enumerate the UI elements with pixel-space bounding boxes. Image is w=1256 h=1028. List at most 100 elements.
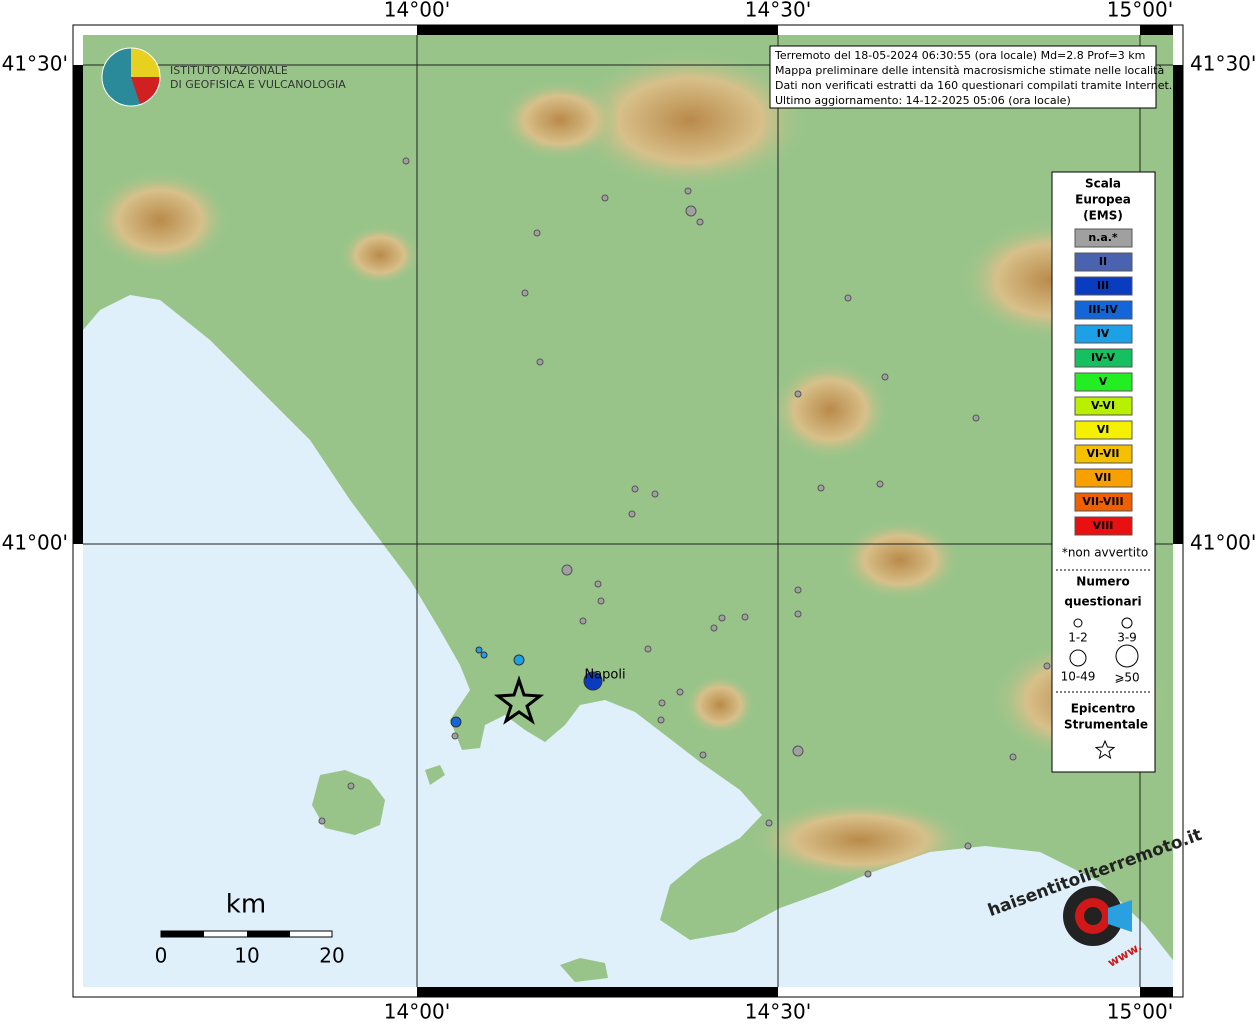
lat-label: 41°00' xyxy=(1190,531,1256,555)
island xyxy=(312,770,385,835)
legend-label: V-VI xyxy=(1091,399,1115,412)
observation xyxy=(741,613,749,621)
observation xyxy=(676,688,684,696)
observation xyxy=(765,819,773,827)
observation xyxy=(597,597,605,605)
size-label: 1-2 xyxy=(1068,631,1088,645)
legend-title: questionari xyxy=(1064,595,1141,609)
frame-bar xyxy=(1173,65,1183,544)
lon-label: 15°00' xyxy=(1107,1000,1173,1024)
info-line: Dati non verificati estratti da 160 ques… xyxy=(775,79,1172,92)
logo-text: ISTITUTO NAZIONALE xyxy=(170,64,288,77)
observation xyxy=(964,842,972,850)
info-line: Terremoto del 18-05-2024 06:30:55 (ora l… xyxy=(774,49,1145,62)
legend-label: VII xyxy=(1095,471,1112,484)
legend-label: II xyxy=(1099,255,1107,268)
legend-swatch xyxy=(1074,396,1133,416)
ingv-logo: ISTITUTO NAZIONALE DI GEOFISICA E VULCAN… xyxy=(101,47,346,107)
observation xyxy=(792,745,804,757)
legend-swatch xyxy=(1074,468,1133,488)
observation xyxy=(533,229,541,237)
observation xyxy=(684,187,692,195)
lon-label: 14°00' xyxy=(384,1000,450,1024)
observation xyxy=(601,194,609,202)
lon-label: 14°30' xyxy=(745,1000,811,1024)
observation xyxy=(480,651,488,659)
size-label: 3-9 xyxy=(1117,631,1137,645)
observation xyxy=(685,205,697,217)
legend-title: Scala xyxy=(1085,177,1121,191)
legend-title: Strumentale xyxy=(1064,718,1148,732)
legend-swatch xyxy=(1074,516,1133,536)
observation xyxy=(561,564,573,576)
observation xyxy=(475,646,483,654)
island xyxy=(425,765,445,785)
scale-bar xyxy=(160,930,333,938)
legend-swatch xyxy=(1074,324,1133,344)
size-symbol xyxy=(1115,644,1139,668)
epicenter-symbol xyxy=(1094,739,1116,760)
legend-swatch xyxy=(1074,252,1133,272)
legend-swatch xyxy=(1074,228,1133,248)
observation xyxy=(696,218,704,226)
legend-label: III-IV xyxy=(1088,303,1118,316)
observation xyxy=(631,485,639,493)
observation xyxy=(536,358,544,366)
observation xyxy=(699,751,707,759)
legend-swatch xyxy=(1074,492,1133,512)
size-label: 10-49 xyxy=(1061,670,1096,684)
legend-items: n.a.*IIIIIIII-IVIVIV-VVV-VIVIVI-VIIVIIVI… xyxy=(1074,228,1133,536)
observation xyxy=(844,294,852,302)
info-box xyxy=(769,45,1157,109)
legend-swatch xyxy=(1074,372,1133,392)
info-line: Mappa preliminare delle intensità macros… xyxy=(775,64,1164,77)
observation xyxy=(710,624,718,632)
observation xyxy=(794,586,802,594)
size-symbol xyxy=(1121,617,1133,629)
observation xyxy=(881,373,889,381)
observation xyxy=(402,157,410,165)
info-line: Ultimo aggiornamento: 14-12-2025 05:06 (… xyxy=(775,94,1071,107)
frame-bar xyxy=(1140,987,1173,997)
legend-label: VIII xyxy=(1093,519,1114,532)
epicenter xyxy=(493,675,545,725)
legend-title: Numero xyxy=(1076,575,1129,589)
legend-swatch xyxy=(1074,300,1133,320)
frame-bar xyxy=(73,65,83,544)
legend-label: n.a.* xyxy=(1088,231,1118,244)
observation xyxy=(579,617,587,625)
legend-swatch xyxy=(1074,444,1133,464)
observation xyxy=(513,654,525,666)
observation xyxy=(972,414,980,422)
observation xyxy=(594,580,602,588)
frame-bar xyxy=(417,25,778,35)
observation xyxy=(451,732,459,740)
lat-label: 41°30' xyxy=(2,52,68,76)
legend-note: *non avvertito xyxy=(1062,546,1148,560)
observation xyxy=(450,716,462,728)
frame-bar xyxy=(417,987,778,997)
observation xyxy=(794,610,802,618)
lon-label: 14°00' xyxy=(384,0,450,22)
frame-bar xyxy=(1140,25,1173,35)
legend-label: VI xyxy=(1097,423,1110,436)
observation xyxy=(318,817,326,825)
size-symbol xyxy=(1069,649,1087,667)
legend-label: IV xyxy=(1097,327,1110,340)
legend-label: V xyxy=(1099,375,1108,388)
legend-title: Epicentro xyxy=(1071,702,1136,716)
scale-label: 0 xyxy=(155,944,168,968)
scale-label: 10 xyxy=(234,944,259,968)
observation xyxy=(718,614,726,622)
legend-swatch xyxy=(1074,276,1133,296)
observation xyxy=(521,289,529,297)
legend-title: Europea xyxy=(1075,193,1131,207)
observation xyxy=(657,716,665,724)
observation xyxy=(583,671,603,691)
island xyxy=(560,958,608,982)
scale-unit: km xyxy=(226,890,266,920)
observation xyxy=(1009,753,1017,761)
observation xyxy=(794,390,802,398)
lat-label: 41°00' xyxy=(2,531,68,555)
